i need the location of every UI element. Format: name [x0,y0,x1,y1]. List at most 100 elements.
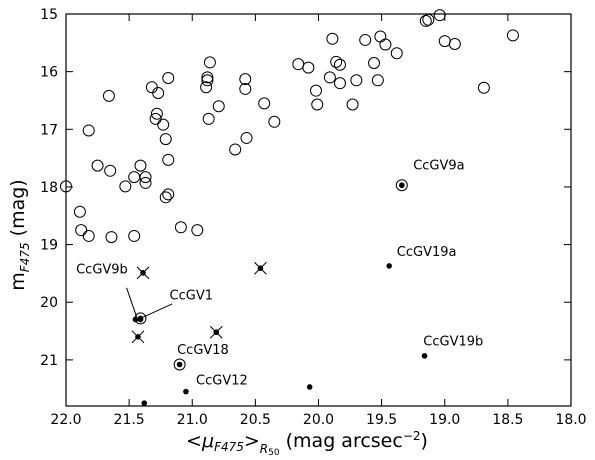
x-tick-label: 21.0 [177,412,208,428]
open-circle-point [350,74,363,87]
filled-dot-point [421,353,428,359]
annotation-label: CcGV1 [170,288,213,303]
y-axis-label-subscript: F475 [18,242,32,272]
open-circle-point [104,164,117,177]
open-circle-point [302,61,315,74]
open-circle-point [422,13,435,26]
open-circle-point [145,81,158,94]
y-tick-label: 19 [40,238,58,254]
filled-dot-point [183,388,189,395]
open-circle-point [438,35,451,48]
open-circle-point [191,224,204,237]
open-circle-point [139,176,152,189]
open-circle-point [359,33,372,46]
open-circle-point [239,82,252,95]
open-circle-point [239,73,252,86]
dot-in-circle-ring [173,358,186,371]
dot-in-circle-point [134,312,147,325]
open-circle-point [201,71,214,84]
open-circle-point [134,159,147,172]
annotation-label: CcGV9b [76,262,128,277]
annotation-leader-line [141,303,173,319]
annotation-leader-line [126,287,138,318]
open-circle-point [159,133,172,146]
open-circle-point [326,32,339,45]
x-axis-label-main: <μ [186,430,214,452]
dot-with-x-point [131,330,145,344]
dot-with-x-point [254,261,267,275]
axis-ticks: 22.0 21.5 21.0 20.5 20.0 19.5 19.0 18.5 18.0 15 16… [40,7,586,428]
open-circle-point [82,229,95,242]
open-circle-point [333,77,346,90]
x-tick-label: 22.0 [50,412,81,428]
open-circle-point [73,205,86,218]
open-circle-point [368,57,381,69]
open-circle-point [128,229,141,242]
filled-dot-point [386,263,393,269]
open-circle-point [174,221,187,234]
open-circle-point [212,100,225,113]
open-circle-point [433,9,446,22]
open-circle-point [346,98,359,111]
y-tick-label: 15 [40,7,58,23]
x-marker-dot [140,270,146,276]
open-circle-point [379,38,392,51]
y-tick-label: 20 [40,295,58,311]
open-circle-point [201,74,214,87]
open-circle-point [157,118,170,131]
open-circle-point [390,47,403,60]
dot-with-x-point [136,266,150,280]
open-circle-point [202,112,215,125]
open-circle-point [311,98,324,111]
y-tick-label: 18 [40,180,58,196]
dot-in-circle-dot [137,315,144,322]
plot-frame [65,13,572,407]
dot-in-circle-ring [395,179,408,192]
x-axis-label-subscript: F475 [214,440,244,454]
annotation-label: CcGV19a [397,245,457,260]
x-axis-label-subscript-50: 50 [268,448,280,456]
open-circle-point [258,97,271,110]
dot-in-circle-ring [134,312,147,325]
open-circle-point [477,81,490,94]
open-circle-point [200,81,213,94]
open-circle-point [150,107,163,120]
open-circle-point [60,180,72,193]
y-tick-label: 17 [40,122,58,138]
x-tick-label: 20.0 [303,412,334,428]
open-circle-point [75,224,88,237]
dot-in-circle-dot [176,361,183,368]
open-circle-point [162,71,175,84]
open-circle-point [309,84,322,97]
open-circle-point [162,188,175,201]
annotations: CcGV9a CcGV19a CcGV9b CcGV1 CcGV18 CcGV12 CcGV… [76,159,483,389]
x-tick-label: 18.0 [555,412,586,428]
y-axis-label-unit: (mag) [7,179,29,242]
x-axis-label-close: ) [421,430,428,452]
open-circle-point [268,115,281,128]
annotation-label: CcGV9a [413,159,464,174]
x-axis-label: <μF475>R50 (mag arcsec−2) [186,429,428,456]
x-axis-label-unit: (mag arcsec [280,430,403,452]
open-circle-point [323,71,336,84]
open-circle-point [330,55,343,68]
open-circle-point [91,159,104,172]
open-circle-point [82,124,95,137]
open-circle-point [240,131,253,144]
open-circle-point [119,180,132,193]
y-axis-label: mF475 (mag) [7,179,32,290]
annotation-label: CcGV18 [177,343,229,358]
open-circle-point [292,58,305,71]
open-circle-point [159,191,172,204]
annotation-label: CcGV12 [196,374,248,389]
dot-in-circle-point [173,358,186,371]
open-circle-point [102,89,115,102]
x-tick-label: 18.5 [492,412,523,428]
open-circle-point [203,56,216,69]
x-tick-label: 20.5 [240,412,271,428]
data-marks [60,9,519,406]
filled-dot-point [141,400,148,406]
x-tick-label: 21.5 [114,412,145,428]
